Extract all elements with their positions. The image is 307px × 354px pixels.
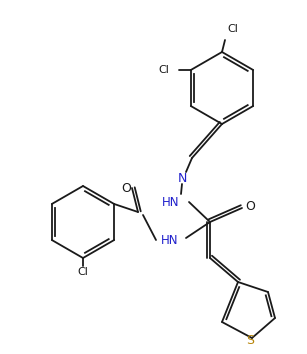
Text: O: O: [245, 200, 255, 212]
Text: Cl: Cl: [78, 267, 88, 277]
Text: Cl: Cl: [158, 65, 169, 75]
Text: Cl: Cl: [227, 24, 239, 34]
Text: HN: HN: [162, 195, 180, 209]
Text: HN: HN: [161, 234, 179, 246]
Text: N: N: [177, 171, 187, 184]
Text: O: O: [121, 182, 131, 194]
Text: S: S: [246, 333, 254, 347]
